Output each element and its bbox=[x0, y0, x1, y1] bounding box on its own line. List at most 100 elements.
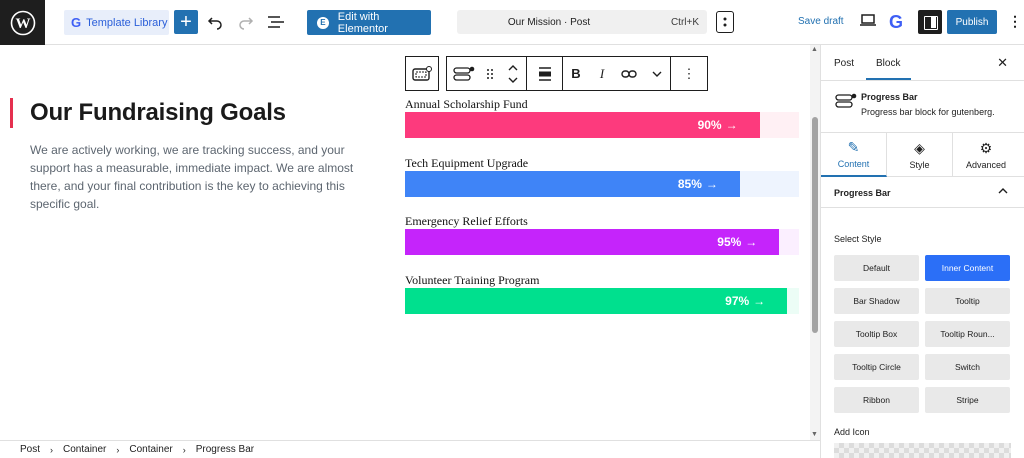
progress-bar-fill: 85% → bbox=[405, 170, 740, 197]
active-tab-indicator bbox=[866, 78, 911, 80]
progress-bar-block-icon[interactable] bbox=[447, 57, 481, 90]
section-title: Progress Bar bbox=[834, 188, 891, 198]
progress-bar-item[interactable]: Tech Equipment Upgrade 85% → bbox=[405, 156, 799, 215]
panel-tabs: ✎ Content ◈ Style ⚙ Advanced bbox=[821, 133, 1024, 177]
block-breadcrumb: Post › Container › Container › Progress … bbox=[0, 440, 820, 458]
arrow-right-icon: → bbox=[753, 293, 766, 308]
block-options-icon[interactable]: ⋮ bbox=[682, 65, 696, 81]
progress-bar-section-header[interactable]: Progress Bar bbox=[821, 177, 1024, 208]
gutenkit-g-icon: G bbox=[71, 15, 82, 30]
gear-icon: ⚙ bbox=[979, 140, 993, 156]
tab-style-label: Style bbox=[909, 160, 930, 170]
more-formats-chevron-icon[interactable] bbox=[643, 57, 671, 90]
arrow-right-icon: → bbox=[745, 235, 758, 249]
align-icon[interactable] bbox=[527, 57, 563, 90]
progress-bar-track: 90% → bbox=[405, 112, 799, 138]
save-draft-button[interactable]: Save draft bbox=[798, 16, 844, 27]
style-option-button[interactable]: Inner Content bbox=[925, 255, 1010, 281]
progress-bars-list[interactable]: Annual Scholarship Fund 90% → Tech Equipmen… bbox=[405, 97, 799, 331]
page-heading: Our Fundraising Goals bbox=[30, 99, 286, 126]
heading-block[interactable]: Our Fundraising Goals bbox=[10, 98, 286, 128]
progress-bar-fill: 97% → bbox=[405, 287, 788, 314]
publish-button[interactable]: Publish bbox=[947, 10, 997, 34]
select-parent-icon[interactable] bbox=[406, 57, 438, 90]
template-library-label: Template Library bbox=[86, 16, 168, 29]
parent-block-group bbox=[405, 56, 439, 91]
pencil-icon: ✎ bbox=[847, 139, 860, 155]
block-card-description: Progress bar block for gutenberg. bbox=[861, 107, 995, 117]
style-option-button[interactable]: Ribbon bbox=[834, 387, 919, 413]
arrow-right-icon: → bbox=[705, 176, 718, 191]
progress-bar-value: 95% bbox=[717, 235, 742, 249]
tab-advanced-label: Advanced bbox=[965, 160, 1007, 170]
breadcrumb-item-container-inner[interactable]: Container bbox=[129, 444, 173, 455]
document-title: Our Mission · Post bbox=[507, 16, 591, 28]
breadcrumb-item-container[interactable]: Container bbox=[63, 444, 107, 455]
close-icon[interactable]: ✕ bbox=[997, 55, 1008, 70]
wordpress-logo-icon[interactable]: W bbox=[0, 0, 45, 45]
more-options-icon[interactable]: ⋮ bbox=[1008, 13, 1022, 29]
drag-handle-icon[interactable] bbox=[481, 57, 499, 90]
breadcrumb-item-progress-bar[interactable]: Progress Bar bbox=[195, 444, 255, 455]
chevron-up-icon[interactable] bbox=[998, 186, 1008, 197]
tab-content-label: Content bbox=[837, 159, 870, 169]
canvas-scrollbar[interactable]: ▲ ▼ bbox=[810, 45, 820, 440]
italic-icon[interactable]: I bbox=[599, 65, 605, 81]
svg-text:W: W bbox=[15, 16, 30, 32]
breadcrumb-item-post[interactable]: Post bbox=[20, 444, 41, 455]
style-option-button[interactable]: Stripe bbox=[925, 387, 1010, 413]
progress-bar-fill: 95% → bbox=[405, 229, 780, 255]
progress-bar-label: Volunteer Training Program bbox=[405, 272, 540, 287]
style-option-button[interactable]: Tooltip Circle bbox=[834, 354, 919, 380]
document-bar[interactable]: Our Mission · Post Ctrl+K bbox=[457, 10, 707, 34]
command-palette-icon[interactable] bbox=[716, 11, 734, 33]
scroll-down-icon[interactable]: ▼ bbox=[811, 431, 818, 438]
icon-picker-preview[interactable] bbox=[834, 443, 1011, 458]
settings-sidebar-toggle[interactable] bbox=[918, 10, 942, 34]
gutenkit-g-icon[interactable]: G bbox=[889, 12, 904, 32]
progress-bar-item[interactable]: Volunteer Training Program 97% → bbox=[405, 273, 799, 332]
top-toolbar: W G Template Library + E Edit with Eleme… bbox=[0, 0, 1024, 45]
progress-bar-block-icon bbox=[835, 93, 857, 114]
chevron-right-icon: › bbox=[182, 444, 186, 455]
description-paragraph[interactable]: We are actively working, we are tracking… bbox=[30, 143, 354, 211]
progress-bar-value: 97% bbox=[725, 293, 750, 308]
scrollbar-thumb[interactable] bbox=[812, 117, 818, 333]
move-up-down-icon[interactable] bbox=[499, 57, 527, 90]
style-option-button[interactable]: Tooltip bbox=[925, 288, 1010, 314]
undo-icon[interactable] bbox=[205, 12, 225, 32]
progress-bar-fill: 90% → bbox=[405, 112, 760, 138]
progress-bar-label: Emergency Relief Efforts bbox=[405, 214, 528, 228]
link-icon[interactable] bbox=[615, 57, 643, 90]
elementor-icon: E bbox=[317, 16, 329, 29]
chevron-right-icon: › bbox=[116, 444, 120, 455]
style-option-button[interactable]: Switch bbox=[925, 354, 1010, 380]
tab-block[interactable]: Block bbox=[876, 58, 901, 69]
style-options-grid: Default Inner Content Bar Shadow Tooltip Too… bbox=[834, 255, 1011, 413]
block-inserter-button[interactable]: + bbox=[174, 10, 198, 34]
document-overview-icon[interactable] bbox=[266, 12, 286, 32]
tab-post[interactable]: Post bbox=[834, 58, 855, 69]
preview-desktop-icon[interactable] bbox=[860, 14, 876, 33]
edit-with-elementor-button[interactable]: E Edit with Elementor bbox=[307, 10, 431, 35]
progress-bar-item[interactable]: Emergency Relief Efforts 95% → bbox=[405, 214, 799, 273]
style-option-button[interactable]: Tooltip Roun... bbox=[925, 321, 1010, 347]
template-library-button[interactable]: G Template Library bbox=[64, 10, 169, 35]
tab-style[interactable]: ◈ Style bbox=[887, 133, 953, 177]
command-shortcut: Ctrl+K bbox=[670, 16, 699, 28]
scroll-up-icon[interactable]: ▲ bbox=[811, 46, 818, 53]
progress-bar-item[interactable]: Annual Scholarship Fund 90% → bbox=[405, 97, 799, 156]
style-option-button[interactable]: Bar Shadow bbox=[834, 288, 919, 314]
progress-bar-track: 85% → bbox=[405, 170, 799, 197]
style-option-button[interactable]: Default bbox=[834, 255, 919, 281]
sidebar-tabs: Post Block ✕ bbox=[821, 45, 1024, 81]
tab-advanced[interactable]: ⚙ Advanced bbox=[953, 133, 1019, 177]
redo-icon[interactable] bbox=[236, 12, 256, 32]
bold-icon[interactable]: B bbox=[571, 66, 581, 81]
progress-bar-value: 90% bbox=[697, 118, 722, 132]
style-option-button[interactable]: Tooltip Box bbox=[834, 321, 919, 347]
block-card-title: Progress Bar bbox=[861, 92, 918, 102]
paint-bucket-icon: ◈ bbox=[914, 140, 925, 156]
tab-content[interactable]: ✎ Content bbox=[821, 133, 887, 177]
